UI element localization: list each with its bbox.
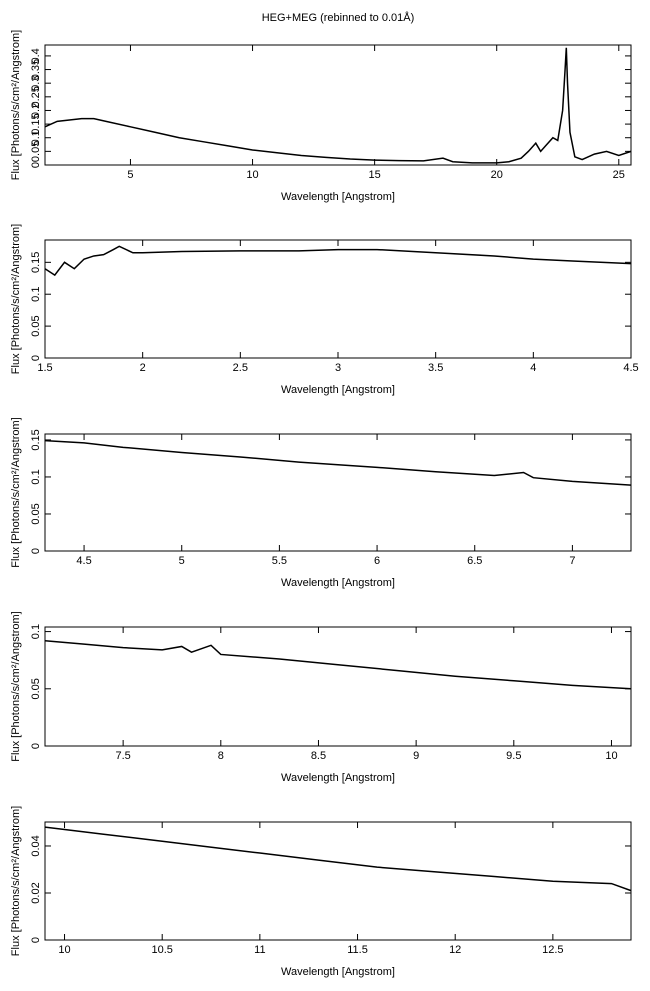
y-tick-label: 0.1 [30,624,42,639]
y-axis-label: Flux [Photons/s/cm²/Angstrom] [10,30,22,180]
panel: 5 10 15 20 25 00.050.10.150.20.250.30.350.4 Wa… [10,30,632,203]
y-tick-label: 0 [30,937,42,943]
y-tick-label: 0 [30,743,42,749]
y-tick-label: 0.05 [30,678,42,699]
chart-title: HEG+MEG (rebinned to 0.01Å) [262,11,415,24]
x-tick-label: 11.5 [347,944,368,956]
x-tick-label: 4.5 [623,362,638,374]
y-tick-label: 0.1 [30,130,42,145]
y-tick-label: 0.05 [30,141,42,162]
x-axis-label: Wavelength [Angstrom] [281,577,395,589]
spectrum-line [44,245,632,277]
x-tick-label: 1.5 [37,362,52,374]
x-tick-label: 9 [413,750,419,762]
x-tick-label: 7.5 [115,750,130,762]
plot-frame [44,44,632,166]
y-tick-label: 0.15 [30,113,42,134]
x-tick-label: 25 [613,169,625,181]
x-tick-label: 9.5 [506,750,521,762]
x-tick-label: 4.5 [76,555,91,567]
x-axis-label: Wavelength [Angstrom] [281,191,395,203]
spectrum-line [44,639,632,690]
x-tick-label: 4 [530,362,536,374]
y-tick-label: 0 [30,355,42,361]
y-tick-label: 0.05 [30,315,42,336]
x-tick-label: 6.5 [467,555,482,567]
y-tick-label: 0.4 [30,48,42,63]
x-tick-label: 10 [605,750,617,762]
x-tick-label: 8.5 [311,750,326,762]
x-tick-label: 3.5 [428,362,443,374]
y-axis-label: Flux [Photons/s/cm²/Angstrom] [10,806,22,956]
x-tick-label: 10.5 [151,944,172,956]
panel: 7.5 8 8.5 9 9.5 10 0 0.05 0.1 Wavelength [Angstro… [10,611,632,784]
plot-frame [44,626,632,747]
y-tick-label: 0.04 [30,835,42,856]
x-tick-label: 20 [491,169,503,181]
x-axis-label: Wavelength [Angstrom] [281,966,395,978]
x-tick-label: 10 [58,944,70,956]
x-axis-label: Wavelength [Angstrom] [281,384,395,396]
x-tick-label: 3 [335,362,341,374]
panel: 1.5 2 2.5 3 3.5 4 4.5 0 0.05 0.1 0.15 Wavelength [A… [10,224,639,396]
y-axis-label: Flux [Photons/s/cm²/Angstrom] [10,224,22,374]
y-tick-label: 0.2 [30,103,42,118]
x-tick-label: 15 [369,169,381,181]
spectrum-line [44,47,632,164]
x-tick-label: 11 [254,944,265,956]
y-tick-label: 0.15 [30,252,42,273]
x-tick-label: 5.5 [272,555,287,567]
y-tick-label: 0.02 [30,882,42,903]
plot-frame [44,821,632,941]
x-tick-label: 8 [218,750,224,762]
y-tick-label: 0 [30,162,42,168]
y-tick-label: 0 [30,548,42,554]
y-axis-label: Flux [Photons/s/cm²/Angstrom] [10,611,22,761]
x-tick-label: 7 [569,555,575,567]
panel: 4.5 5 5.5 6 6.5 7 0 0.05 0.1 0.15 Wavelength [Angs… [10,417,632,589]
plot-frame [44,239,632,359]
x-axis-label: Wavelength [Angstrom] [281,772,395,784]
x-tick-label: 12.5 [542,944,563,956]
x-tick-label: 2.5 [233,362,248,374]
y-axis-label: Flux [Photons/s/cm²/Angstrom] [10,417,22,567]
x-tick-label: 10 [246,169,258,181]
spectrum-line [44,439,632,486]
x-tick-label: 12 [449,944,461,956]
x-tick-label: 2 [140,362,146,374]
y-tick-label: 0.1 [30,469,42,484]
plot-frame [44,433,632,552]
y-tick-label: 0.05 [30,503,42,524]
y-tick-label: 0.1 [30,287,42,302]
y-tick-label: 0.25 [30,86,42,107]
x-tick-label: 5 [127,169,133,181]
y-tick-label: 0.15 [30,429,42,450]
spectrum-line [44,826,632,892]
y-tick-label: 0.3 [30,76,42,91]
panel: 10 10.5 11 11.5 12 12.5 0 0.02 0.04 Wavelength [A… [10,806,632,978]
x-tick-label: 6 [374,555,380,567]
x-tick-label: 5 [179,555,185,567]
y-tick-label: 0.35 [30,59,42,80]
